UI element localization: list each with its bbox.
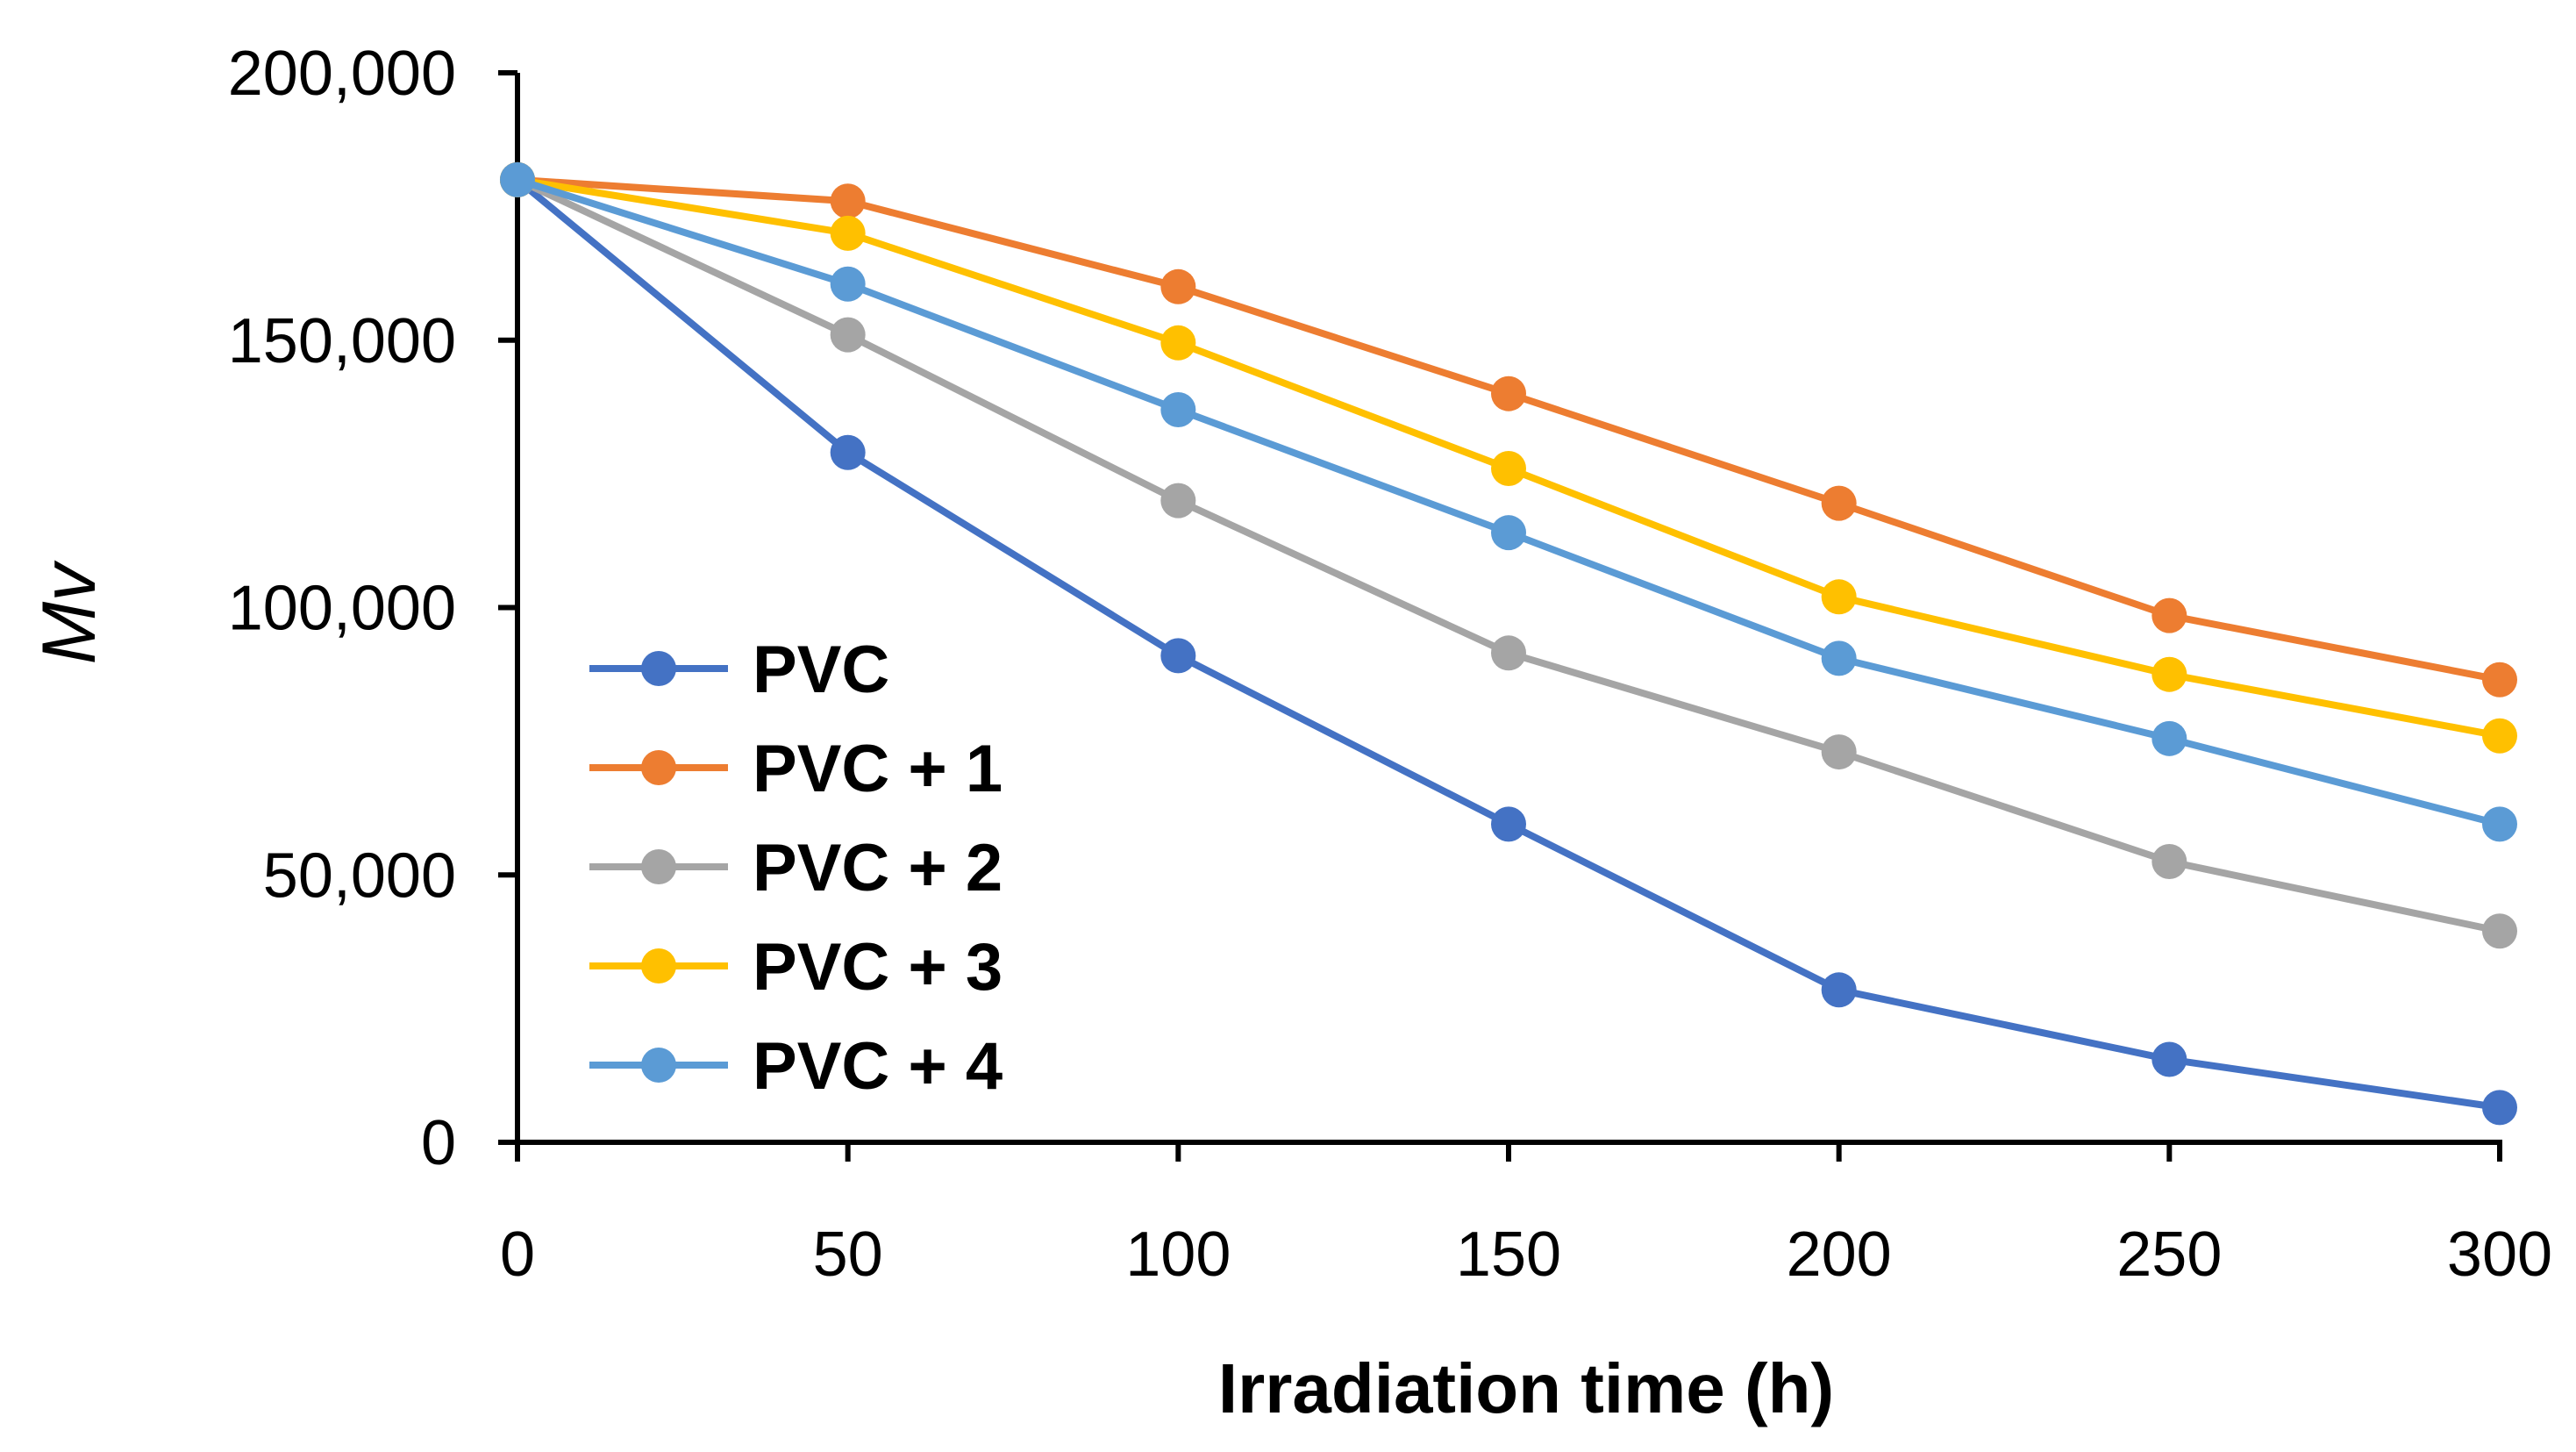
- data-point: [2482, 1090, 2517, 1126]
- data-point: [1491, 515, 1526, 551]
- x-tick-label: 200: [1787, 1220, 1892, 1290]
- x-axis-title: Irradiation time (h): [1218, 1349, 1834, 1427]
- y-tick-label: 150,000: [228, 306, 456, 376]
- legend-label: PVC: [753, 633, 889, 707]
- data-point: [1491, 806, 1526, 842]
- data-point: [1821, 734, 1857, 770]
- y-tick-label: 0: [421, 1108, 456, 1178]
- x-tick-label: 0: [500, 1220, 535, 1290]
- data-point: [1491, 451, 1526, 487]
- legend-marker: [641, 849, 676, 884]
- x-tick-label: 150: [1456, 1220, 1561, 1290]
- legend-marker: [641, 750, 676, 785]
- data-point: [500, 161, 535, 197]
- series-lines: [500, 161, 2517, 1126]
- data-point: [2482, 913, 2517, 949]
- data-point: [2482, 806, 2517, 842]
- data-point: [2482, 662, 2517, 697]
- data-point: [1821, 485, 1857, 521]
- legend-label: PVC + 3: [753, 930, 1003, 1005]
- data-point: [2151, 1041, 2187, 1077]
- data-point: [1821, 972, 1857, 1008]
- y-tick-label: 50,000: [263, 840, 456, 911]
- legend-item: PVC + 3: [589, 930, 1003, 1005]
- data-point: [2151, 720, 2187, 756]
- x-tick-label: 300: [2447, 1220, 2552, 1290]
- legend-label: PVC + 2: [753, 831, 1003, 905]
- y-tick-label: 100,000: [228, 574, 456, 644]
- y-axis-title: Mv: [27, 560, 111, 665]
- data-point: [2151, 597, 2187, 633]
- data-point: [830, 317, 866, 353]
- legend-item: PVC + 1: [589, 732, 1003, 806]
- legend-label: PVC + 4: [753, 1029, 1003, 1104]
- legend-item: PVC: [589, 633, 889, 707]
- series-pvc-4: [500, 161, 2517, 842]
- data-point: [1160, 483, 1196, 519]
- data-point: [830, 215, 866, 251]
- legend-item: PVC + 4: [589, 1029, 1003, 1104]
- y-tick-label: 200,000: [228, 39, 456, 109]
- series-pvc-1: [500, 161, 2517, 697]
- data-point: [1160, 325, 1196, 361]
- data-point: [1160, 268, 1196, 304]
- legend: PVC PVC + 1 PVC + 2 PVC + 3 PVC + 4: [589, 633, 1003, 1104]
- data-point: [1160, 391, 1196, 427]
- legend-marker: [641, 1048, 676, 1083]
- data-point: [830, 266, 866, 302]
- x-tick-label: 50: [813, 1220, 883, 1290]
- data-point: [1491, 635, 1526, 671]
- legend-marker: [641, 948, 676, 983]
- data-point: [2482, 718, 2517, 754]
- legend-label: PVC + 1: [753, 732, 1003, 806]
- data-point: [2151, 656, 2187, 692]
- data-point: [1821, 579, 1857, 615]
- data-point: [2151, 844, 2187, 880]
- legend-item: PVC + 2: [589, 831, 1003, 905]
- data-point: [830, 434, 866, 470]
- data-point: [1821, 640, 1857, 676]
- series-line: [516, 176, 2501, 828]
- axes: 0 50,000 100,000 150,000 200,000 0 50 100 150 200…: [27, 39, 2552, 1427]
- series-pvc: [500, 161, 2517, 1126]
- data-point: [830, 183, 866, 219]
- data-point: [1491, 376, 1526, 411]
- legend-marker: [641, 651, 676, 686]
- data-point: [1160, 638, 1196, 674]
- x-tick-label: 100: [1125, 1220, 1231, 1290]
- x-tick-label: 250: [2116, 1220, 2222, 1290]
